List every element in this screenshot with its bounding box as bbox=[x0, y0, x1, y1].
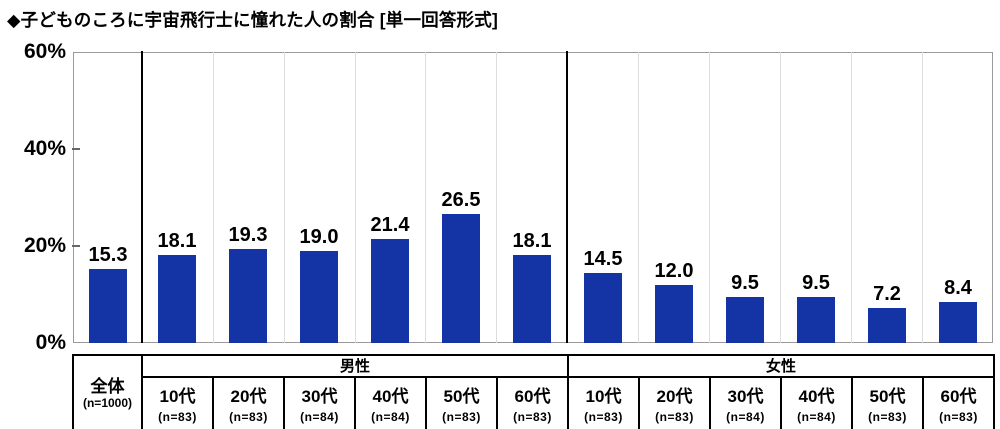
n-label: (n=84) bbox=[726, 409, 765, 424]
n-label: (n=83) bbox=[939, 409, 978, 424]
column-separator bbox=[284, 52, 285, 343]
bar-女性-50代 bbox=[868, 308, 906, 343]
table-cell-女性-50代: 50代 (n=83) bbox=[851, 376, 924, 429]
group-divider-male bbox=[141, 51, 143, 343]
column-separator bbox=[355, 52, 356, 343]
bar-value-label: 9.5 bbox=[731, 272, 759, 294]
table-header-男性: 男性 bbox=[141, 354, 569, 378]
bar-value-label: 18.1 bbox=[512, 230, 552, 252]
column-separator bbox=[851, 52, 852, 343]
bar-女性-20代 bbox=[655, 285, 693, 343]
bar-男性-60代 bbox=[513, 255, 551, 343]
column-separator bbox=[425, 52, 426, 343]
n-label: (n=83) bbox=[229, 409, 268, 424]
n-label: (n=83) bbox=[655, 409, 694, 424]
age-label: 20代 bbox=[656, 386, 693, 406]
bar-value-label: 19.3 bbox=[228, 224, 268, 246]
table-cell-女性-30代: 30代 (n=84) bbox=[709, 376, 782, 429]
y-tick-label: 40% bbox=[23, 137, 66, 160]
column-separator bbox=[780, 52, 781, 343]
y-tick-label: 0% bbox=[35, 331, 66, 354]
bar-男性-20代 bbox=[229, 249, 267, 343]
y-tick-label: 60% bbox=[23, 40, 66, 63]
column-separator bbox=[496, 52, 497, 343]
table-cell-男性-60代: 60代 (n=83) bbox=[496, 376, 569, 429]
bar-男性-30代 bbox=[300, 251, 338, 343]
age-label: 30代 bbox=[301, 386, 338, 406]
age-label: 60代 bbox=[940, 386, 977, 406]
total-label: 全体 bbox=[90, 376, 125, 396]
table-cell-女性-10代: 10代 (n=83) bbox=[567, 376, 640, 429]
table-header-total: 全体 (n=1000) bbox=[72, 354, 143, 429]
age-label: 60代 bbox=[514, 386, 551, 406]
table-cell-男性-50代: 50代 (n=83) bbox=[425, 376, 498, 429]
column-separator bbox=[709, 52, 710, 343]
table-cell-男性-30代: 30代 (n=84) bbox=[283, 376, 356, 429]
bar-value-label: 7.2 bbox=[873, 283, 901, 305]
table-header-女性: 女性 bbox=[567, 354, 995, 378]
y-tick-mark bbox=[72, 245, 80, 247]
bar-value-label: 21.4 bbox=[370, 214, 410, 236]
bar-女性-10代 bbox=[584, 273, 622, 343]
n-label: (n=83) bbox=[158, 409, 197, 424]
category-table: 全体 (n=1000) 男性 女性 10代 (n=83) 20代 (n=83) 30代 (n=84… bbox=[72, 354, 995, 429]
table-cell-男性-20代: 20代 (n=83) bbox=[212, 376, 285, 429]
table-cell-男性-40代: 40代 (n=84) bbox=[354, 376, 427, 429]
age-label: 40代 bbox=[798, 386, 835, 406]
n-label: (n=84) bbox=[797, 409, 836, 424]
bar-女性-60代 bbox=[939, 302, 977, 343]
age-label: 20代 bbox=[230, 386, 267, 406]
column-separator bbox=[922, 52, 923, 343]
n-label: (n=83) bbox=[442, 409, 481, 424]
total-n-label: (n=1000) bbox=[82, 395, 133, 410]
chart-title: ◆子どものころに宇宙飛行士に憧れた人の割合 [単一回答形式] bbox=[7, 10, 498, 30]
age-label: 50代 bbox=[869, 386, 906, 406]
bar-value-label: 15.3 bbox=[88, 244, 128, 266]
n-label: (n=84) bbox=[371, 409, 410, 424]
table-cell-女性-20代: 20代 (n=83) bbox=[638, 376, 711, 429]
column-separator bbox=[213, 52, 214, 343]
bar-女性-30代 bbox=[726, 297, 764, 343]
table-cell-男性-10代: 10代 (n=83) bbox=[141, 376, 214, 429]
bar-value-label: 12.0 bbox=[654, 260, 694, 282]
n-label: (n=83) bbox=[513, 409, 552, 424]
bar-男性-50代 bbox=[442, 214, 480, 343]
bar-女性-40代 bbox=[797, 297, 835, 343]
n-label: (n=83) bbox=[868, 409, 907, 424]
column-separator bbox=[638, 52, 639, 343]
table-cell-女性-60代: 60代 (n=83) bbox=[922, 376, 995, 429]
group-divider-female bbox=[566, 51, 568, 343]
age-label: 10代 bbox=[159, 386, 196, 406]
bar-value-label: 26.5 bbox=[441, 189, 481, 211]
age-label: 40代 bbox=[372, 386, 409, 406]
age-label: 10代 bbox=[585, 386, 622, 406]
n-label: (n=83) bbox=[584, 409, 623, 424]
age-label: 30代 bbox=[727, 386, 764, 406]
bar-男性-10代 bbox=[158, 255, 196, 343]
bar-value-label: 14.5 bbox=[583, 248, 623, 270]
table-cell-女性-40代: 40代 (n=84) bbox=[780, 376, 853, 429]
bar-value-label: 8.4 bbox=[944, 277, 972, 299]
age-label: 50代 bbox=[443, 386, 480, 406]
bar-value-label: 19.0 bbox=[299, 226, 339, 248]
y-tick-mark bbox=[72, 148, 80, 150]
y-tick-label: 20% bbox=[23, 234, 66, 257]
bar-value-label: 18.1 bbox=[157, 230, 197, 252]
n-label: (n=84) bbox=[300, 409, 339, 424]
bar-value-label: 9.5 bbox=[802, 272, 830, 294]
bar-全体 bbox=[89, 269, 127, 343]
bar-男性-40代 bbox=[371, 239, 409, 343]
